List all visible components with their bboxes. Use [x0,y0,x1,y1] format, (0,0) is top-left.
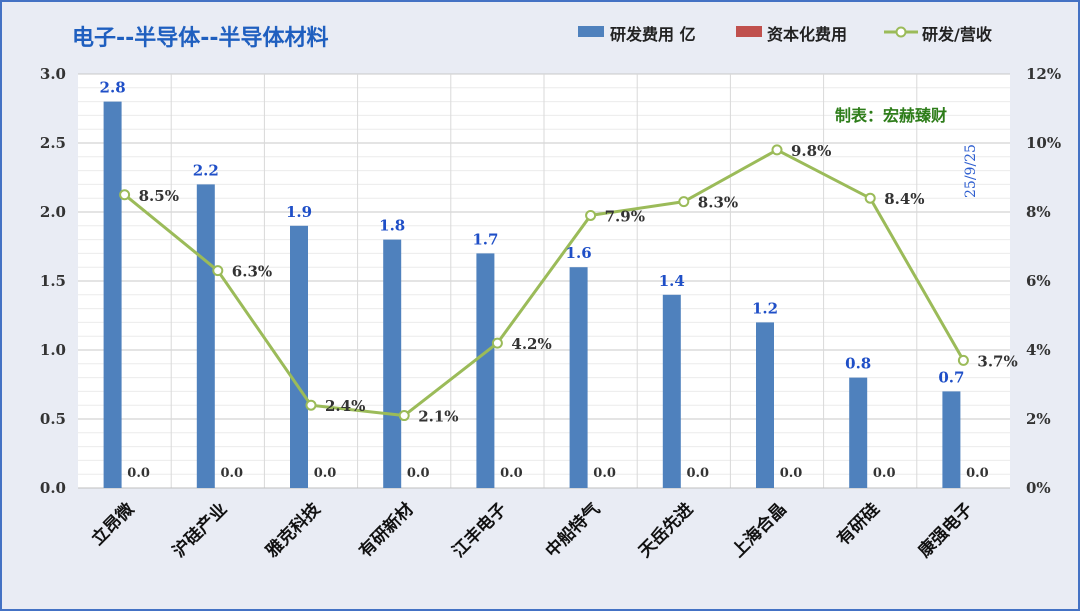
legend-label-capitalized: 资本化费用 [767,25,847,44]
ratio-point [398,410,410,422]
bar-value-label: 2.8 [100,79,126,97]
y-tick-label: 3.0 [40,65,66,83]
ratio-value-label: 2.4% [325,397,365,415]
bar-rd-expense [383,239,402,488]
cap-value-label: 0.0 [593,466,616,481]
ratio-point [491,337,503,349]
ratio-value-label: 3.7% [977,352,1017,370]
y-tick-label: 0.5 [40,410,66,428]
category-label: 有研新材 [355,499,418,562]
date-stamp: 25/9/25 [963,144,979,198]
bar-value-label: 1.2 [752,299,778,317]
ratio-point [864,192,876,204]
ratio-point [305,399,317,411]
ratio-point [585,209,597,221]
ratio-point [957,354,969,366]
ratio-point [771,144,783,156]
bar-rd-expense [196,184,215,488]
bar-value-label: 1.6 [566,244,592,262]
bar-value-label: 1.8 [379,217,405,235]
y-tick-label: 0.0 [40,479,66,497]
y-tick-label: 2.0 [40,203,66,221]
bar-rd-expense [756,322,774,488]
ratio-point [119,189,131,201]
y2-tick-label: 6% [1026,272,1051,290]
bar-value-label: 1.7 [472,230,498,248]
y-tick-label: 2.5 [40,134,66,152]
bar-rd-expense [569,267,588,488]
bar-value-label: 1.9 [286,203,312,221]
category-label: 沪硅产业 [168,499,231,562]
ratio-point [212,265,224,277]
y2-tick-label: 2% [1026,410,1051,428]
cap-value-label: 0.0 [314,466,337,481]
category-label: 立昂微 [87,498,139,550]
cap-value-label: 0.0 [780,466,803,481]
ratio-value-label: 6.3% [232,263,272,281]
legend-marker-ratio [895,26,907,38]
category-label: 雅克科技 [261,498,325,562]
y2-tick-label: 0% [1026,479,1051,497]
category-label: 天岳先进 [634,499,697,562]
y-tick-label: 1.0 [40,341,66,359]
chart-title: 电子--半导体--半导体材料 [72,26,329,51]
bar-rd-expense [942,391,961,488]
bar-value-label: 1.4 [659,272,685,290]
ratio-value-label: 9.8% [791,142,831,160]
bar-rd-expense [290,225,308,489]
bar-rd-expense [476,253,495,488]
cap-value-label: 0.0 [407,466,430,481]
ratio-value-label: 4.2% [511,335,551,353]
ratio-value-label: 8.4% [884,190,924,208]
y2-tick-label: 4% [1026,341,1051,359]
ratio-value-label: 8.3% [698,194,738,212]
bar-value-label: 0.8 [845,355,871,373]
category-label: 有研硅 [833,499,884,550]
category-label: 上海合晶 [728,499,791,562]
bar-rd-expense [103,101,122,488]
ratio-value-label: 7.9% [605,207,645,225]
cap-value-label: 0.0 [873,466,896,481]
legend: 研发费用 亿 资本化费用 研发/营收 [578,25,992,44]
bar-rd-expense [849,377,868,488]
cap-value-label: 0.0 [500,466,523,481]
y-tick-label: 1.5 [40,272,66,290]
ratio-line [123,148,965,418]
category-label: 中船特气 [541,499,604,562]
y2-tick-label: 12% [1026,65,1061,83]
category-label: 康强电子 [914,499,977,562]
ratio-point [678,196,690,208]
y2-tick-label: 8% [1026,203,1051,221]
legend-label-ratio: 研发/营收 [922,25,992,44]
legend-swatch-rd-expense [578,26,604,37]
category-label: 江丰电子 [448,499,511,562]
bar-value-label: 2.2 [193,161,219,179]
legend-label-rd-expense: 研发费用 亿 [610,25,696,44]
bar-rd-expense [662,294,681,488]
cap-value-label: 0.0 [966,466,989,481]
ratio-value-label: 2.1% [418,408,458,426]
ratio-value-label: 8.5% [139,187,179,205]
legend-swatch-capitalized [736,26,762,37]
y2-tick-label: 10% [1026,134,1061,152]
credit-text: 制表：宏赫臻财 [835,106,947,125]
bar-value-label: 0.7 [938,368,964,386]
cap-value-label: 0.0 [127,466,150,481]
cap-value-label: 0.0 [220,466,243,481]
cap-value-label: 0.0 [686,466,709,481]
